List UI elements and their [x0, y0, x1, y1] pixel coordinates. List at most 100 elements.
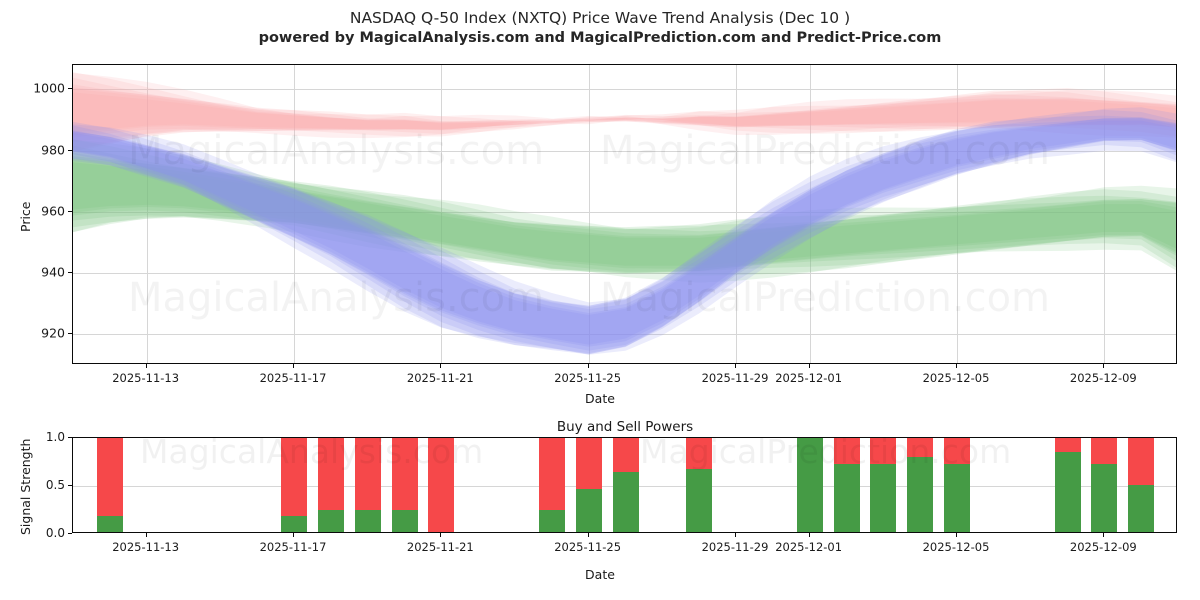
price-chart-gridline-v [809, 65, 811, 363]
price-chart-y-axis-title: Price [18, 201, 33, 233]
signal-strength-bar[interactable] [575, 438, 602, 532]
price-chart-x-axis-title: Date [585, 391, 615, 406]
signal-strength-bar[interactable] [870, 438, 897, 532]
bars-chart-x-tick [956, 533, 957, 537]
price-chart-x-tick-label: 2025-11-21 [406, 371, 474, 385]
price-chart-x-tick [587, 364, 589, 368]
price-chart-x-tick [956, 364, 957, 368]
signal-strength-bar[interactable] [1128, 438, 1155, 532]
signal-strength-bar[interactable] [428, 438, 455, 532]
sell-power-segment [907, 438, 934, 458]
price-chart-y-tick-label: 920 [41, 325, 65, 341]
signal-strength-bar[interactable] [538, 438, 565, 532]
buy-power-segment [1091, 463, 1118, 532]
sell-power-segment [428, 438, 455, 532]
bars-chart-y-tick-label: 1.0 [45, 430, 65, 444]
bars-chart-x-tick-label: 2025-12-01 [775, 540, 843, 554]
signal-strength-bar[interactable] [1054, 438, 1081, 532]
price-chart-gridline-v [588, 65, 590, 363]
price-chart-axes [72, 64, 1177, 364]
buy-power-segment [96, 515, 123, 532]
signal-strength-bar[interactable] [317, 438, 344, 532]
sell-power-segment [317, 438, 344, 510]
bars-chart-x-tick [440, 533, 442, 537]
page-title: NASDAQ Q-50 Index (NXTQ) Price Wave Tren… [349, 9, 851, 27]
bars-chart-x-tick-label: 2025-11-25 [554, 540, 622, 554]
bars-chart-x-tick-label: 2025-12-09 [1069, 540, 1137, 554]
bars-chart-x-tick [1103, 533, 1105, 537]
sell-power-segment [575, 438, 602, 489]
price-chart-gridline-v [1104, 65, 1106, 363]
buy-power-segment [944, 463, 970, 532]
bars-chart-y-tick [68, 437, 72, 438]
price-chart-gridline-h [73, 334, 1176, 336]
buy-power-segment [907, 457, 934, 532]
price-chart-gridline-v [736, 65, 737, 363]
sell-power-segment [96, 438, 123, 516]
signal-strength-bar[interactable] [96, 438, 123, 532]
price-chart-x-tick-label: 2025-12-09 [1069, 371, 1137, 385]
price-chart-gridline-v [294, 65, 295, 363]
sell-power-segment [870, 438, 897, 464]
bars-chart-y-axis-title: Signal Strength [18, 438, 33, 535]
bars-chart-x-tick-label: 2025-11-21 [406, 540, 474, 554]
buy-power-segment [538, 509, 565, 532]
signal-strength-bar[interactable] [686, 438, 713, 532]
price-chart-x-tick [808, 364, 810, 368]
price-chart-x-tick [1103, 364, 1105, 368]
signal-strength-bar[interactable] [612, 438, 639, 532]
bars-chart-y-tick-label: 0.0 [45, 526, 65, 540]
buy-power-segment [833, 463, 860, 532]
sell-power-segment [1128, 438, 1155, 485]
bars-chart-y-tick [68, 485, 72, 486]
bars-chart-y-tick [68, 533, 72, 534]
bars-chart-x-tick-label: 2025-11-29 [701, 540, 769, 554]
signal-strength-bar[interactable] [391, 438, 418, 532]
price-chart-y-tick [68, 272, 72, 274]
sell-power-segment [538, 438, 565, 510]
price-chart-x-tick-label: 2025-12-01 [775, 371, 843, 385]
sell-power-segment [391, 438, 418, 510]
price-chart-x-tick-label: 2025-11-29 [701, 371, 769, 385]
price-chart-x-tick [293, 364, 294, 368]
price-chart-y-tick-label: 1000 [33, 80, 65, 96]
signal-strength-bar[interactable] [907, 438, 934, 532]
price-chart-y-tick [68, 149, 72, 151]
signal-strength-bar[interactable] [281, 438, 307, 532]
price-chart-gridline-v [441, 65, 443, 363]
bars-chart-x-axis-title: Date [585, 567, 615, 582]
price-chart-y-tick-label: 960 [41, 203, 65, 219]
buy-power-segment [281, 515, 307, 532]
price-chart-x-tick [735, 364, 736, 368]
signal-strength-bar[interactable] [833, 438, 860, 532]
sell-power-segment [1091, 438, 1118, 464]
bars-chart-x-tick [145, 533, 147, 537]
signal-strength-axes [72, 437, 1177, 533]
price-chart-x-tick [440, 364, 442, 368]
price-chart-gridline-h [73, 89, 1176, 91]
bars-chart-title: Buy and Sell Powers [556, 419, 694, 435]
buy-power-segment [686, 468, 713, 532]
price-chart-x-tick-label: 2025-11-13 [112, 371, 180, 385]
sell-power-segment [1054, 438, 1081, 453]
signal-strength-bar[interactable] [354, 438, 381, 532]
price-chart-gridline-v [146, 65, 148, 363]
price-chart-gridline-h [73, 273, 1176, 275]
price-chart-x-tick [145, 364, 147, 368]
price-chart-gridline-v [957, 65, 958, 363]
title-block: NASDAQ Q-50 Index (NXTQ) Price Wave Tren… [0, 8, 1200, 48]
buy-power-segment [575, 488, 602, 532]
price-chart-x-tick-label: 2025-12-05 [922, 371, 990, 385]
price-chart-y-tick [68, 333, 72, 335]
price-chart-y-tick-label: 940 [41, 264, 65, 280]
sell-power-segment [686, 438, 713, 469]
bars-chart-y-tick-label: 0.5 [45, 478, 65, 492]
price-chart-x-tick-label: 2025-11-17 [259, 371, 327, 385]
bars-chart-x-tick-label: 2025-11-17 [259, 540, 327, 554]
price-chart-gridline-h [73, 211, 1176, 213]
signal-strength-bar[interactable] [944, 438, 970, 532]
signal-strength-bar[interactable] [796, 438, 823, 532]
signal-strength-bar[interactable] [1091, 438, 1118, 532]
price-chart-y-tick-label: 980 [41, 142, 65, 158]
